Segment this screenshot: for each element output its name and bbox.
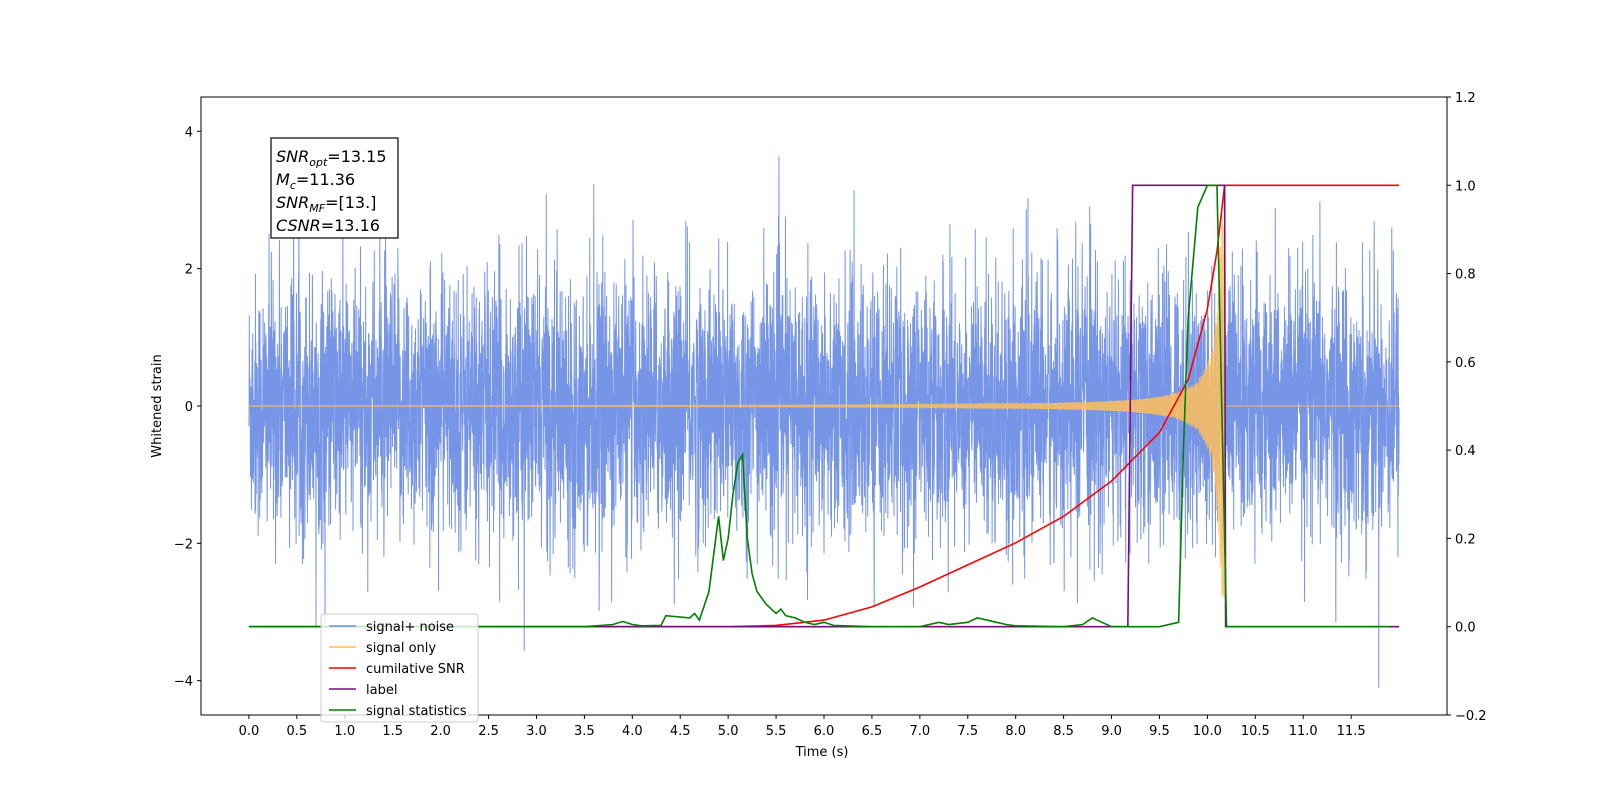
x-tick-label: 6.5	[862, 724, 883, 739]
x-axis-label: Time (s)	[795, 745, 849, 760]
y-tick-label: −2	[174, 537, 193, 552]
x-tick-label: 9.0	[1101, 724, 1122, 739]
series-signal-statistics-line	[248, 184, 1390, 628]
y-tick-label: 2	[185, 263, 193, 278]
x-tick-label: 5.0	[718, 724, 739, 739]
legend-entry-label: label	[366, 683, 397, 698]
y2-tick-label: 1.2	[1455, 91, 1476, 106]
x-tick-label: 3.0	[526, 724, 547, 739]
y2-tick-label: −0.2	[1455, 709, 1487, 724]
x-axis-ticks: 0.0 0.5 1.0 1.5 2.0 2.5 3.0 3.5 4.0 4.5 5.0 5.5 6.0 6…	[239, 715, 1366, 739]
x-tick-label: 3.5	[574, 724, 595, 739]
x-tick-label: 1.5	[382, 724, 403, 739]
x-tick-label: 7.5	[957, 724, 978, 739]
y2-tick-label: 0.6	[1455, 356, 1476, 371]
legend: signal+ noise signal only cumilative SNR la…	[320, 613, 479, 723]
x-tick-label: 4.5	[670, 724, 691, 739]
x-tick-label: 7.0	[910, 724, 931, 739]
y-tick-label: 4	[185, 125, 193, 140]
x-tick-label: 2.0	[430, 724, 451, 739]
series-signal-noise-line	[248, 156, 1400, 688]
plot-area	[248, 156, 1400, 688]
x-tick-label: 4.0	[622, 724, 643, 739]
x-tick-label: 11.5	[1337, 724, 1366, 739]
legend-entry-label: signal+ noise	[366, 620, 454, 635]
series-signal-only-line	[248, 215, 1400, 599]
x-tick-label: 8.0	[1005, 724, 1026, 739]
legend-entry-label: signal statistics	[366, 704, 467, 719]
y-axis-label: Whitened strain	[150, 354, 165, 457]
x-tick-label: 2.5	[478, 724, 499, 739]
y-tick-label: 0	[185, 400, 193, 415]
annotation-line: SNRMF=[13.]	[276, 193, 376, 215]
legend-frame	[320, 613, 479, 723]
series-cumulative-snr-line	[248, 184, 1400, 628]
y2-tick-label: 1.0	[1455, 179, 1476, 194]
metrics-annotation-box: SNRopt=13.15Mc=11.36SNRMF=[13.]CSNR=13.1…	[270, 137, 399, 239]
x-tick-label: 10.0	[1193, 724, 1222, 739]
annotation-line: CSNR=13.16	[276, 216, 380, 235]
y2-axis-ticks: 1.2 1.0 0.8 0.6 0.4 0.2 0.0 −0.2	[1447, 91, 1487, 724]
legend-entry-label: signal only	[366, 641, 436, 656]
legend-entry-label: cumilative SNR	[366, 662, 465, 677]
x-tick-label: 0.0	[239, 724, 260, 739]
y2-tick-label: 0.4	[1455, 444, 1476, 459]
y2-tick-label: 0.2	[1455, 532, 1476, 547]
y2-tick-label: 0.0	[1455, 621, 1476, 636]
x-tick-label: 8.5	[1053, 724, 1074, 739]
annotation-box-frame	[270, 137, 399, 239]
y-axis-ticks: 4 2 0 −2 −4	[174, 125, 201, 690]
x-tick-label: 1.0	[334, 724, 355, 739]
x-tick-label: 10.5	[1241, 724, 1270, 739]
annotation-line: SNRopt=13.15	[276, 147, 387, 169]
x-tick-label: 6.0	[814, 724, 835, 739]
y2-tick-label: 0.8	[1455, 268, 1476, 283]
y-tick-label: −4	[174, 675, 193, 690]
x-tick-label: 5.5	[766, 724, 787, 739]
x-tick-label: 11.0	[1289, 724, 1318, 739]
x-tick-label: 9.5	[1149, 724, 1170, 739]
annotation-line: Mc=11.36	[276, 170, 355, 192]
x-tick-label: 0.5	[287, 724, 308, 739]
